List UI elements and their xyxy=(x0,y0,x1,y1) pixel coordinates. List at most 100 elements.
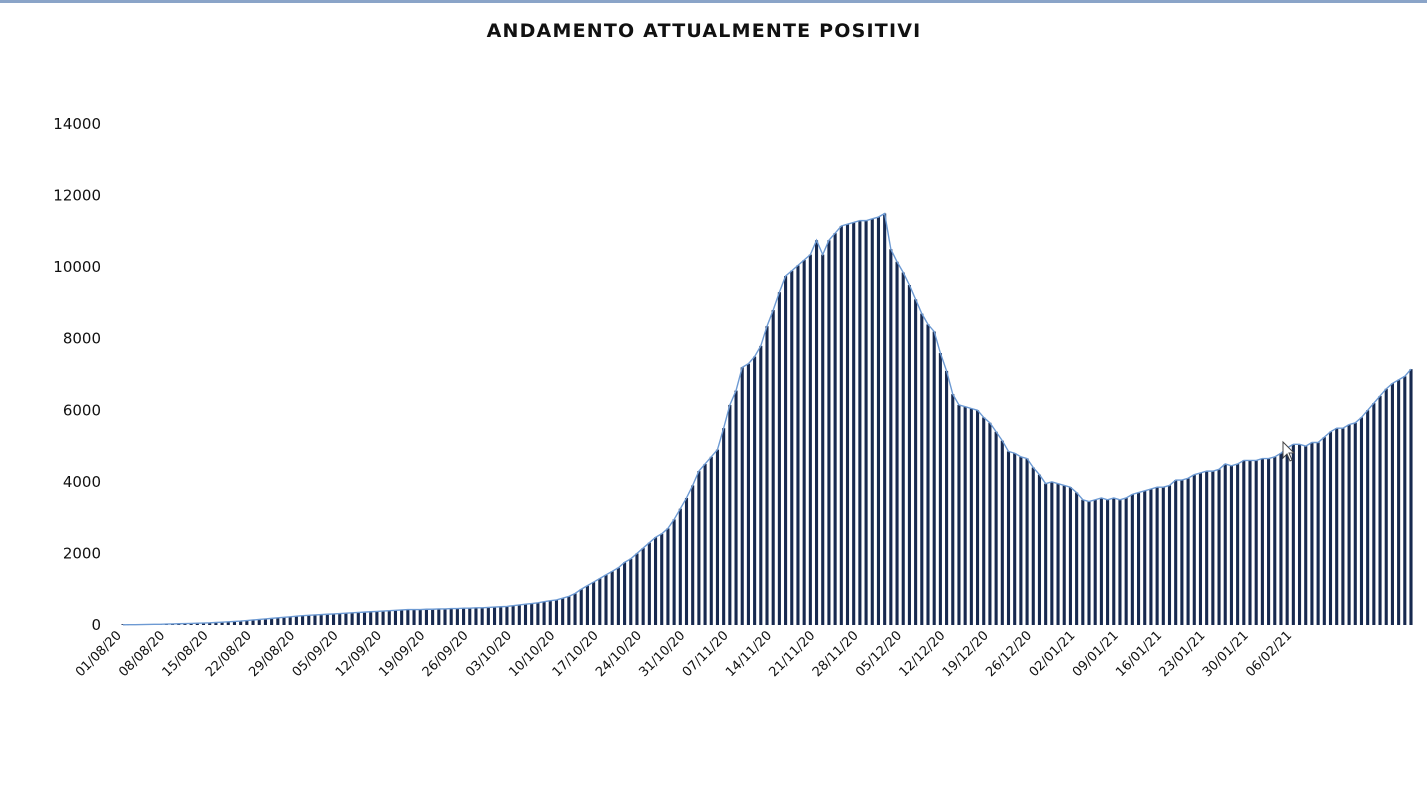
bar xyxy=(1229,465,1233,625)
y-tick-label: 0 xyxy=(91,616,101,634)
bar xyxy=(567,596,571,625)
bar xyxy=(208,622,212,625)
bar xyxy=(1025,458,1029,625)
x-tick-label: 26/09/20 xyxy=(420,628,472,680)
bar xyxy=(1143,490,1147,625)
bar xyxy=(406,609,410,625)
bar xyxy=(1186,478,1190,625)
x-tick-label: 07/11/20 xyxy=(680,628,732,680)
bar xyxy=(356,612,360,625)
bar xyxy=(951,394,955,625)
bar xyxy=(1130,494,1134,625)
bar xyxy=(530,603,534,625)
bar xyxy=(1174,480,1178,625)
x-tick-label: 16/01/21 xyxy=(1113,628,1165,680)
y-tick-label: 8000 xyxy=(63,330,101,348)
bar xyxy=(455,608,459,625)
bar xyxy=(542,601,546,625)
line-series xyxy=(122,212,1412,626)
x-tick-label: 05/09/20 xyxy=(290,628,342,680)
bar xyxy=(338,613,342,625)
bar xyxy=(288,616,292,625)
y-tick-label: 10000 xyxy=(53,258,101,276)
bar xyxy=(660,533,664,625)
bar xyxy=(319,614,323,625)
x-tick-label: 19/09/20 xyxy=(376,628,428,680)
bar xyxy=(1106,499,1110,625)
x-tick-label: 05/12/20 xyxy=(853,628,905,680)
bar xyxy=(982,417,986,625)
bar xyxy=(1223,463,1227,625)
bar xyxy=(561,598,565,625)
x-tick-label: 10/10/20 xyxy=(506,628,558,680)
bar xyxy=(808,254,812,625)
bar xyxy=(220,622,224,625)
bar xyxy=(765,326,769,625)
bar xyxy=(1136,492,1141,625)
bar xyxy=(1044,483,1048,625)
bar xyxy=(443,608,447,625)
bar xyxy=(1155,487,1159,625)
bar xyxy=(573,593,577,625)
bar xyxy=(914,299,918,625)
x-tick-label: 09/01/21 xyxy=(1070,628,1122,680)
bar xyxy=(201,623,206,625)
bar xyxy=(468,608,472,625)
y-tick-label: 4000 xyxy=(63,473,101,491)
bar xyxy=(517,604,521,625)
bar xyxy=(492,607,497,625)
bar xyxy=(784,276,788,625)
bar xyxy=(691,485,695,625)
bar xyxy=(994,431,998,625)
bar xyxy=(214,622,218,625)
bar xyxy=(883,213,887,625)
y-tick-label: 12000 xyxy=(53,187,101,205)
y-tick-label: 2000 xyxy=(63,544,101,562)
bar xyxy=(616,567,620,625)
bar xyxy=(722,428,726,625)
bar xyxy=(740,367,744,625)
x-tick-label: 26/12/20 xyxy=(983,628,1035,680)
x-tick-label: 29/08/20 xyxy=(246,628,298,680)
x-tick-label: 14/11/20 xyxy=(723,628,775,680)
x-tick-label: 08/08/20 xyxy=(116,628,168,680)
bar xyxy=(486,607,490,625)
bar xyxy=(876,217,881,626)
x-tick-label: 06/02/21 xyxy=(1243,628,1295,680)
bar xyxy=(1316,442,1320,625)
bar xyxy=(734,390,738,625)
series-line xyxy=(122,212,1412,626)
x-tick-label: 17/10/20 xyxy=(550,628,602,680)
bar xyxy=(1149,489,1153,625)
bar xyxy=(1161,487,1165,625)
x-tick-label: 21/11/20 xyxy=(766,628,818,680)
bar xyxy=(845,224,850,625)
bar xyxy=(1403,376,1407,625)
bar xyxy=(709,456,713,625)
bar xyxy=(1267,458,1271,625)
bar xyxy=(344,613,348,625)
bar xyxy=(969,408,973,625)
bar xyxy=(932,331,936,625)
bar xyxy=(598,578,602,625)
bar xyxy=(1068,487,1072,625)
bar xyxy=(245,620,249,625)
bar xyxy=(759,345,763,625)
bar xyxy=(1124,497,1128,625)
bar xyxy=(474,607,478,625)
bar xyxy=(1236,463,1240,625)
bar xyxy=(907,285,911,625)
bar xyxy=(362,612,367,625)
bar xyxy=(1205,471,1209,625)
bar xyxy=(387,610,391,625)
bar xyxy=(988,422,992,625)
bar xyxy=(431,609,435,625)
bar xyxy=(1347,424,1351,625)
bar xyxy=(1297,444,1302,625)
bar xyxy=(1000,440,1004,625)
bar xyxy=(672,519,676,625)
bar xyxy=(1322,437,1326,626)
bar xyxy=(1037,474,1042,625)
bar xyxy=(331,613,336,625)
